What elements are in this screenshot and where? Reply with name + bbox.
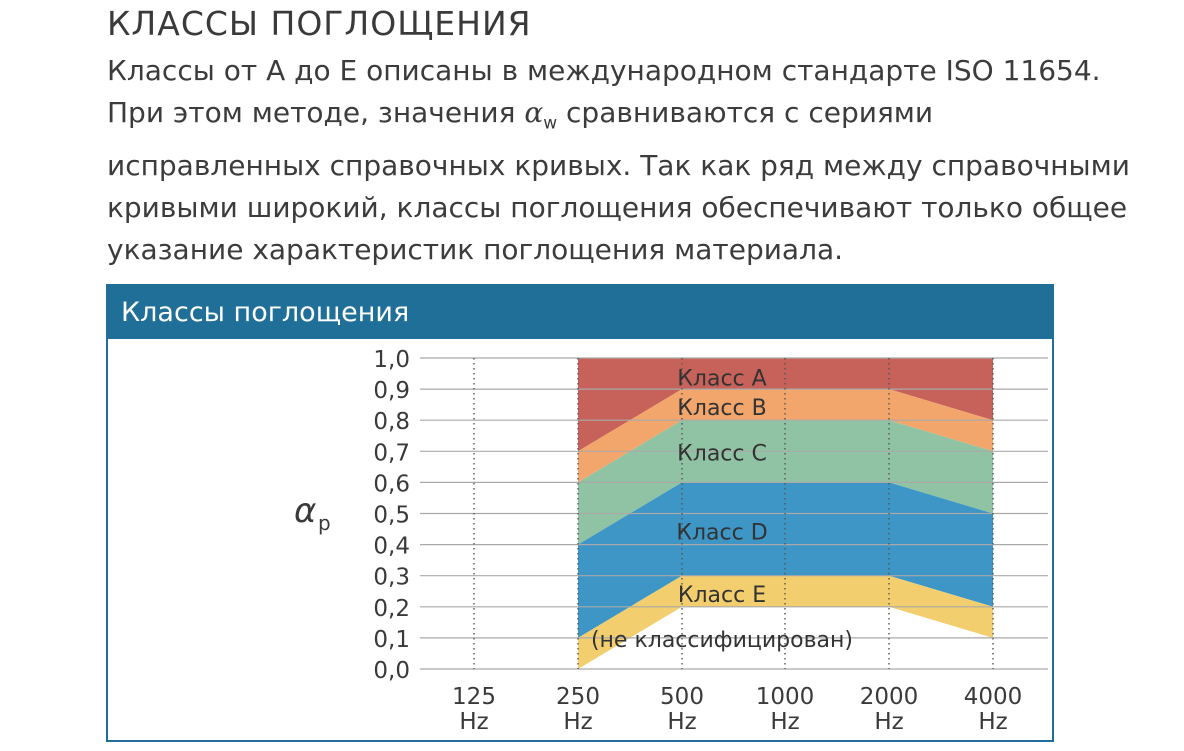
band-class-d (578, 482, 993, 638)
intro-line-2-start: При этом методе, значения (107, 96, 525, 129)
y-axis-alpha-symbol: α (294, 491, 316, 531)
y-tick-label: 0,6 (373, 471, 410, 497)
x-tick-unit: Hz (978, 709, 1007, 735)
y-tick-label: 0,7 (373, 440, 410, 466)
band-label: Класс B (677, 396, 766, 421)
absorption-class-chart: 0,00,10,20,30,40,50,60,70,80,91,0125Hz25… (294, 347, 1048, 735)
y-tick-label: 0,1 (373, 627, 410, 653)
x-tick-unit: Hz (459, 709, 488, 735)
x-tick-value: 500 (660, 684, 704, 710)
band-label: Класс C (677, 441, 767, 466)
band-class-b (578, 389, 993, 483)
intro-line-1: Классы от А до E описаны в международном… (107, 54, 1101, 87)
band-label: Класс D (676, 521, 767, 546)
intro-paragraph: Классы от А до E описаны в международном… (107, 50, 1177, 271)
intro-line-4: кривыми широкий, классы поглощения обесп… (107, 190, 1128, 224)
band-class-a (578, 358, 993, 452)
y-tick-label: 0,3 (373, 565, 410, 591)
unclassified-annotation: (не классифицирован) (591, 628, 853, 653)
page-title: КЛАССЫ ПОГЛОЩЕНИЯ (107, 4, 532, 43)
x-tick-value: 4000 (964, 684, 1023, 710)
x-tick-value: 250 (556, 684, 600, 710)
x-tick-unit: Hz (770, 709, 799, 735)
intro-line-3: исправленных справочных кривых. Так как … (107, 148, 1130, 182)
y-tick-label: 0,8 (373, 409, 410, 435)
x-tick-value: 2000 (860, 684, 919, 710)
alpha-symbol: α (524, 96, 544, 129)
intro-line-5: указание характеристик поглощения матери… (107, 232, 844, 266)
intro-line-2: При этом методе, значения αw сравниваютс… (107, 92, 1177, 145)
y-tick-label: 0,2 (373, 596, 410, 622)
x-tick-unit: Hz (563, 709, 592, 735)
x-tick-value: 1000 (756, 684, 815, 710)
intro-line-2-end: сравниваются с сериями (557, 96, 934, 129)
absorption-classes-panel: Классы поглощения 0,0 0,1 0,2 0,3 0,4 0,5 0,6 0… (106, 284, 1054, 742)
y-tick-label: 0,9 (373, 378, 410, 404)
y-tick-label: 0,5 (373, 503, 410, 529)
band-label: Класс E (678, 583, 766, 608)
y-tick-label: 1,0 (373, 347, 410, 373)
alpha-subscript-w: w (543, 113, 558, 134)
panel-header: Классы поглощения (108, 286, 1052, 339)
band-label: Класс A (677, 367, 766, 392)
alpha-w-symbol: αw (524, 96, 557, 134)
y-axis-subscript-p: p (318, 511, 331, 535)
x-tick-value: 125 (452, 684, 496, 710)
x-tick-unit: Hz (874, 709, 903, 735)
x-tick-unit: Hz (667, 709, 696, 735)
y-tick-label: 0,0 (373, 658, 410, 684)
y-tick-label: 0,4 (373, 534, 410, 560)
